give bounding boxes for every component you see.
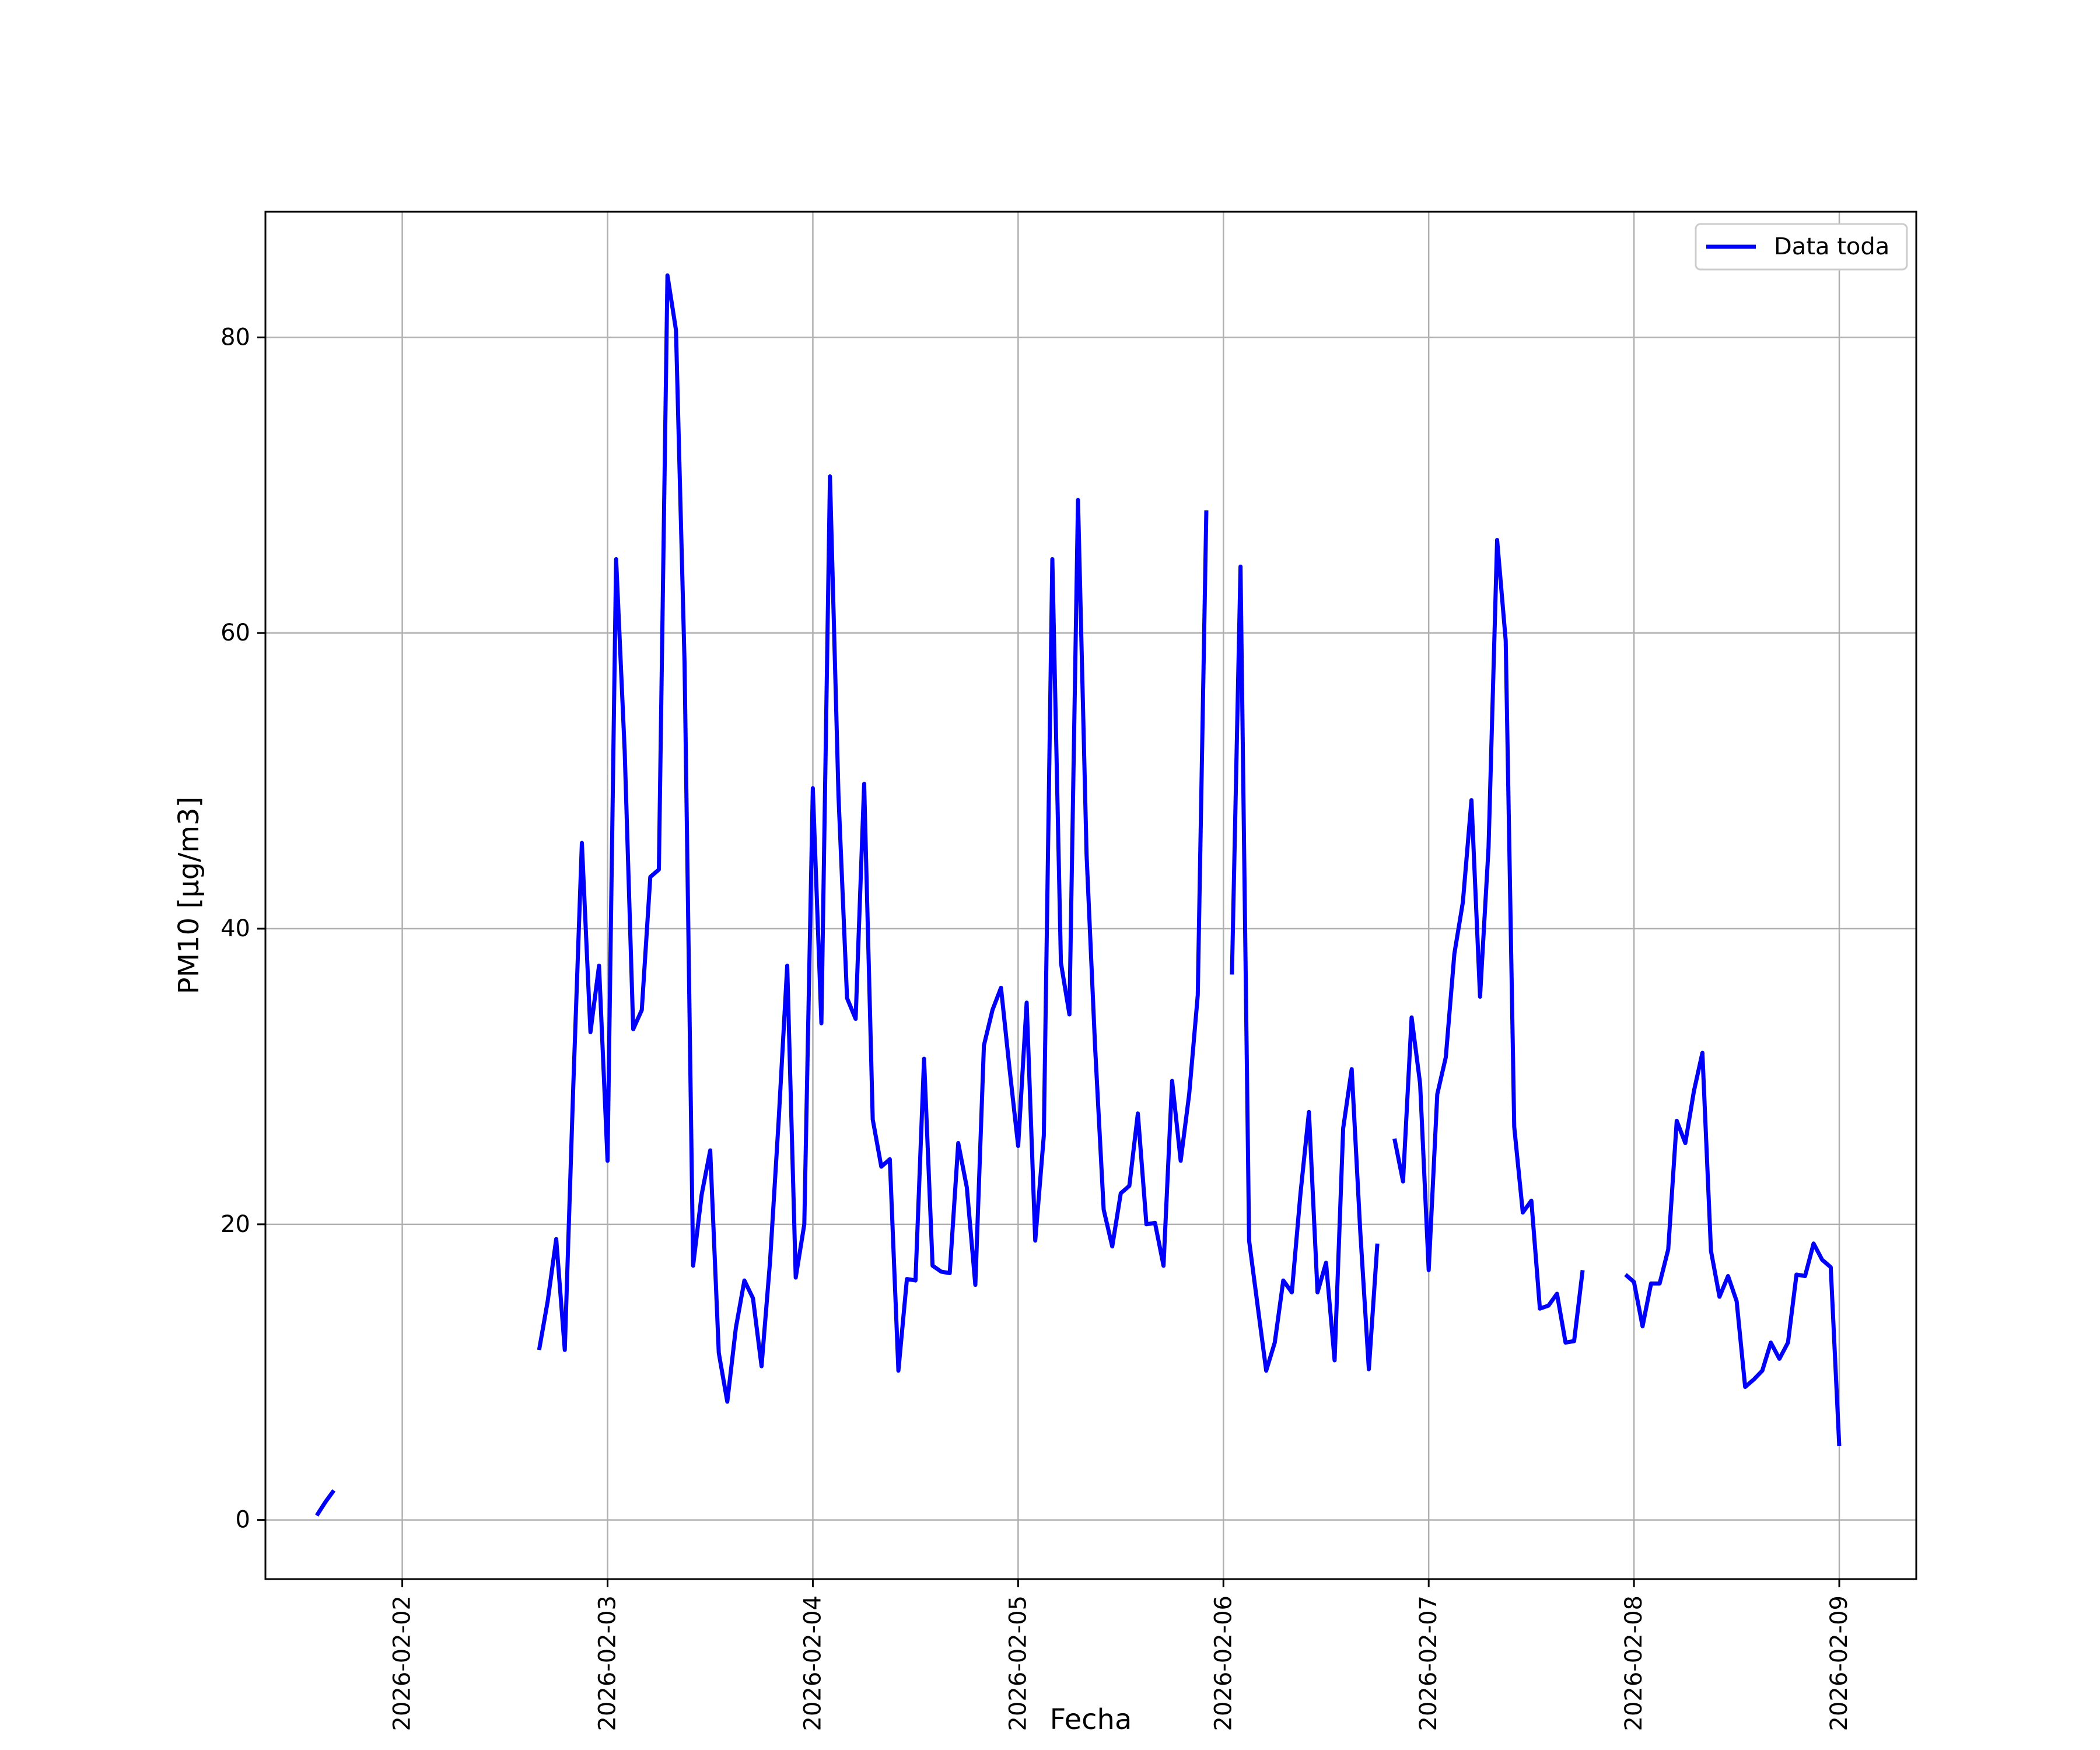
x-tick-label: 2026-02-02 [389,1595,416,1731]
plot-frame [264,211,1917,1580]
series-line-segment [1624,1051,1842,1447]
x-tick-label: 2026-02-04 [799,1595,826,1731]
series-line-segment [1392,538,1585,1345]
y-tick-label: 40 [220,915,250,942]
series-line-segment [537,273,1209,1404]
x-axis-label: Fecha [1050,1703,1132,1736]
legend: Data toda [1695,223,1908,271]
y-tick-label: 20 [220,1211,250,1238]
x-tick-label: 2026-02-09 [1826,1595,1853,1731]
x-tick-label: 2026-02-08 [1620,1595,1647,1731]
y-axis-ticks: 0 20 40 60 80 [220,324,265,1534]
x-tick-label: 2026-02-03 [594,1595,621,1731]
y-tick-label: 0 [236,1507,250,1534]
x-tick-label: 2026-02-05 [1005,1595,1031,1731]
x-axis-ticks: 2026-02-02 2026-02-03 2026-02-04 2026-02-05… [389,1579,1853,1731]
y-tick-label: 60 [220,620,250,646]
y-tick-label: 80 [220,324,250,351]
y-axis-label: PM10 [μg/m3] [173,797,205,995]
series-line-segment [1230,564,1380,1373]
x-tick-label: 2026-02-06 [1210,1595,1237,1731]
series-line-segment [315,1489,336,1517]
legend-label: Data toda [1774,233,1889,260]
legend-box [1695,223,1908,271]
series-lines [315,273,1842,1517]
x-tick-label: 2026-02-07 [1415,1595,1442,1731]
